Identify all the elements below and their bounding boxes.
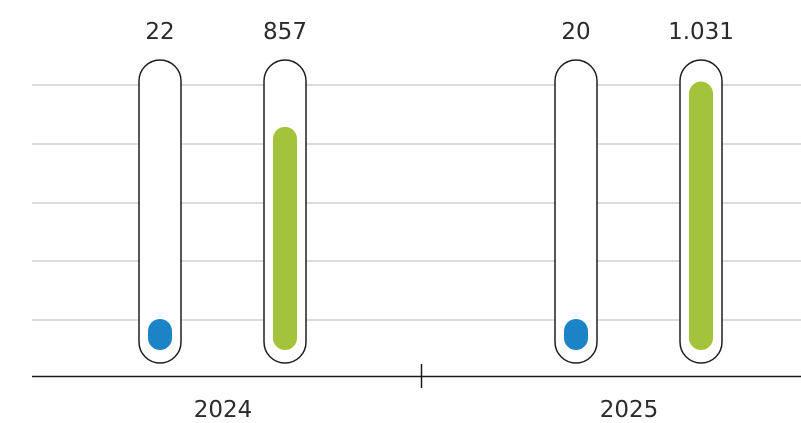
bar-track-2025-1 — [554, 59, 598, 364]
category-label-2024: 2024 — [194, 397, 253, 423]
value-label-2024-1: 22 — [145, 19, 174, 45]
bar-track-2024-1 — [138, 59, 182, 364]
x-axis — [32, 364, 801, 388]
bar-2024-1 — [148, 319, 172, 350]
category-label-2025: 2025 — [600, 397, 659, 423]
bar-2024-2 — [273, 126, 297, 351]
labels: 22 857 2024 20 1.031 2025 — [145, 19, 734, 423]
value-label-2025-2: 1.031 — [668, 19, 734, 45]
value-label-2025-1: 20 — [561, 19, 590, 45]
bars — [138, 59, 723, 364]
value-label-2024-2: 857 — [263, 19, 307, 45]
bar-2025-1 — [564, 319, 588, 350]
bar-2025-2 — [689, 81, 713, 351]
